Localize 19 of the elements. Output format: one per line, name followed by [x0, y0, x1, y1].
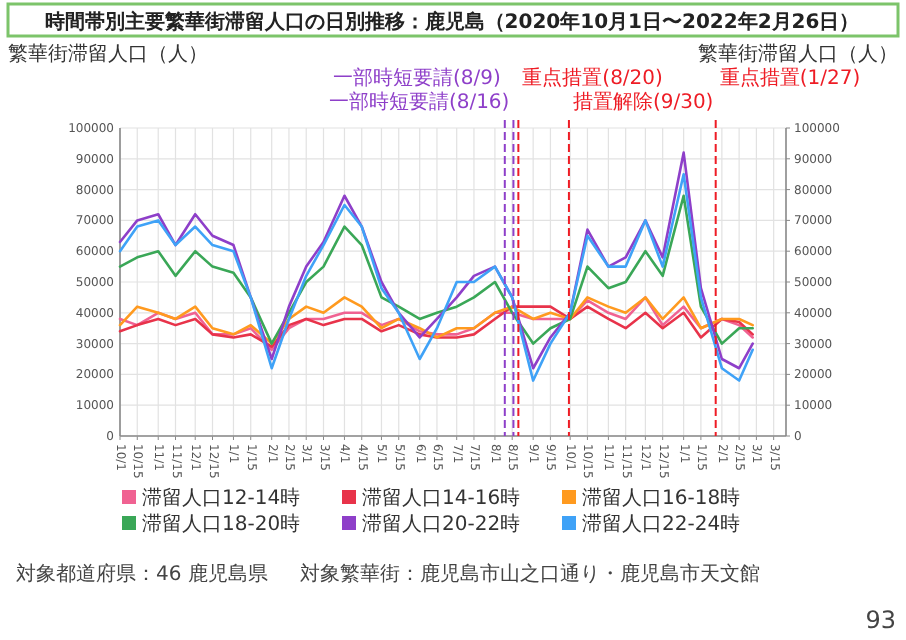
legend-label: 滞留人口14-16時: [362, 486, 521, 510]
chart-title: 時間帯別主要繁華街滞留人口の日別推移：鹿児島（2020年10月1日〜2022年2月26日）: [44, 10, 860, 34]
ref-line-label: 重点措置(8/20): [522, 66, 664, 90]
ref-line-label: 措置解除(9/30): [572, 90, 714, 114]
text: 対象都道府県：46 鹿児島県: [16, 562, 268, 586]
text: 93: [865, 606, 896, 634]
legend-label: 滞留人口22-24時: [582, 512, 741, 536]
text: 対象繁華街：鹿児島市山之口通り・鹿児島市天文館: [300, 562, 760, 586]
legend-label: 滞留人口16-18時: [582, 486, 741, 510]
ref-line-label: 重点措置(1/27): [719, 66, 861, 90]
legend-label: 滞留人口12-14時: [142, 486, 301, 510]
legend-label: 滞留人口20-22時: [362, 512, 521, 536]
line-series: [118, 194, 754, 345]
ref-line-label: 一部時短要請(8/9): [332, 66, 501, 90]
ref-line-label: 一部時短要請(8/16): [328, 90, 510, 114]
line-series: [118, 305, 754, 348]
y-axis-title: 繁華街滞留人口（人）: [8, 42, 208, 66]
legend-label: 滞留人口18-20時: [142, 512, 301, 536]
y2-axis-title: 繁華街滞留人口（人）: [698, 42, 898, 66]
